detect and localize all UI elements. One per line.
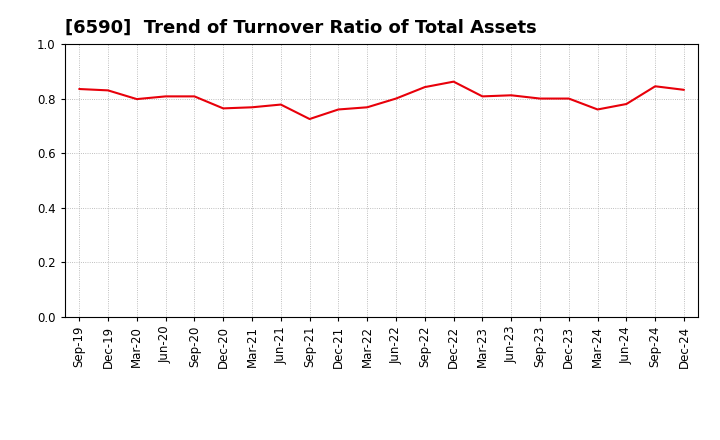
Text: [6590]  Trend of Turnover Ratio of Total Assets: [6590] Trend of Turnover Ratio of Total …	[65, 19, 536, 37]
